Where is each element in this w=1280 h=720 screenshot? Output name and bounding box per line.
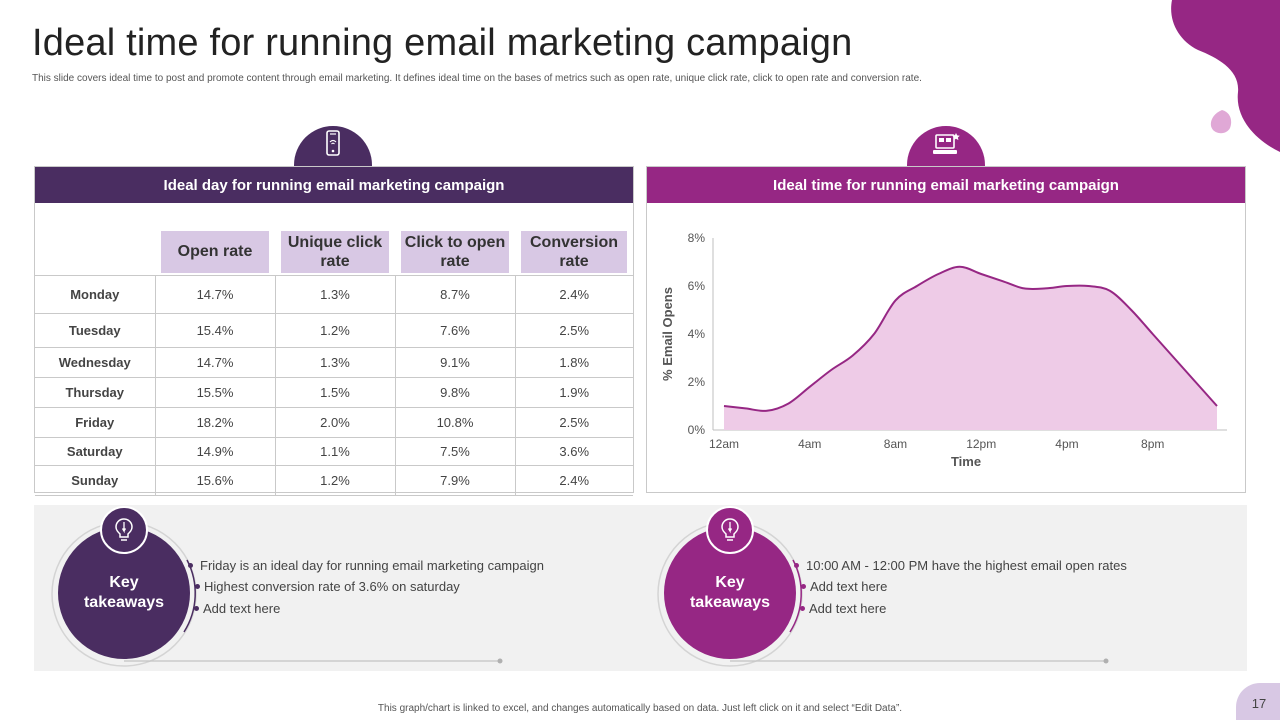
takeaway-title: Key [109,574,139,591]
value-cell: 18.2% [154,406,276,438]
table-row: Saturday 14.9% 1.1% 7.5% 3.6% [35,436,633,466]
computer-icon [933,133,960,154]
value-cell: 2.0% [274,406,396,438]
ideal-day-table: Open rate Unique click rate Click to ope… [35,229,633,496]
email-opens-chart: 0% 2% 4% 6% 8% 12am 4am 8am 12pm 4pm 8pm Time % Emai… [660,231,1227,469]
value-cell: 9.8% [394,376,516,408]
table-row: Friday 18.2% 2.0% 10.8% 2.5% [35,406,633,438]
value-cell: 10.8% [394,406,516,438]
table-row: Tuesday 15.4% 1.2% 7.6% 2.5% [35,312,633,348]
x-tick-label: 12pm [966,437,996,451]
day-cell: Friday [35,406,156,438]
y-tick-label: 4% [688,327,706,341]
ideal-day-header: Ideal day for running email marketing ca… [35,167,633,203]
value-cell: 14.9% [154,436,276,466]
value-cell: 1.8% [514,346,633,378]
value-cell: 2.4% [514,464,633,496]
day-cell: Wednesday [35,346,156,378]
takeaway-title: takeaways [83,594,165,611]
left-header-tab [294,126,372,166]
column-header: Conversion rate [521,230,627,273]
x-tick-label: 8am [884,437,907,451]
bullet-dot [801,584,806,589]
x-axis-title: Time [951,454,981,469]
ideal-day-panel: Ideal day for running email marketing ca… [34,166,634,496]
takeaway-item: 10:00 AM - 12:00 PM have the highest ema… [806,558,1127,573]
table-row: Monday 14.7% 1.3% 8.7% 2.4% [35,274,633,314]
value-cell: 1.3% [274,274,396,314]
right-header-tab [907,126,985,166]
value-cell: 1.2% [274,312,396,348]
takeaway-badge [100,506,148,554]
value-cell: 1.9% [514,376,633,408]
value-cell: 3.6% [514,436,633,466]
bullet-dot [800,606,805,611]
day-cell: Saturday [35,436,156,466]
y-tick-label: 6% [688,279,706,293]
page-subtitle: This slide covers ideal time to post and… [32,73,922,84]
x-tick-label: 4am [798,437,821,451]
value-cell: 9.1% [394,346,516,378]
value-cell: 2.4% [514,274,633,314]
lightbulb-pen-icon [721,518,739,541]
x-tick-label: 12am [709,437,739,451]
value-cell: 7.6% [394,312,516,348]
value-cell: 1.5% [274,376,396,408]
y-tick-label: 0% [688,423,706,437]
bullet-dot [794,563,799,568]
page-title: Ideal time for running email marketing c… [32,22,853,64]
value-cell: 14.7% [154,346,276,378]
value-cell: 7.5% [394,436,516,466]
value-cell: 1.1% [274,436,396,466]
takeaway-item: Highest conversion rate of 3.6% on satur… [204,579,460,594]
lightbulb-pen-icon [115,518,133,541]
table-body: Monday 14.7% 1.3% 8.7% 2.4% Tuesday 15.4% 1.2% 7… [35,274,633,496]
column-header: Click to open rate [401,230,509,273]
day-cell: Tuesday [35,312,156,348]
column-header: Unique click rate [281,230,389,273]
table-row: Sunday 15.6% 1.2% 7.9% 2.4% [35,464,633,496]
value-cell: 15.4% [154,312,276,348]
value-cell: 15.6% [154,464,276,496]
table-row: Thursday 15.5% 1.5% 9.8% 1.9% [35,376,633,408]
series-line [723,265,1218,412]
takeaway-item: Add text here [809,601,887,616]
takeaway-badge [706,506,754,554]
area-fill [724,266,1217,430]
value-cell: 2.5% [514,406,633,438]
value-cell: 14.7% [154,274,276,314]
day-cell: Thursday [35,376,156,408]
column-header: Open rate [161,230,269,273]
takeaway-title: Key [715,574,745,591]
page-number: 17 [1236,683,1280,720]
x-tick-label: 8pm [1141,437,1164,451]
y-tick-label: 2% [688,375,706,389]
value-cell: 8.7% [394,274,516,314]
decorative-blob [1171,0,1280,152]
y-axis-title: % Email Opens [660,287,675,381]
takeaway-item: Add text here [810,579,888,594]
value-cell: 7.9% [394,464,516,496]
takeaways-band [34,505,1247,671]
value-cell: 1.3% [274,346,396,378]
day-cell: Sunday [35,464,156,496]
day-cell: Monday [35,274,156,314]
value-cell: 2.5% [514,312,633,348]
bullet-dot [188,563,193,568]
bullet-dot [194,606,199,611]
value-cell: 15.5% [154,376,276,408]
x-tick-label: 4pm [1055,437,1078,451]
bullet-dot [195,584,200,589]
smartphone-icon [326,130,340,156]
y-tick-label: 8% [688,231,706,245]
ideal-time-panel: Ideal time for running email marketing c… [646,166,1246,493]
takeaway-title: takeaways [689,594,771,611]
ideal-time-header: Ideal time for running email marketing c… [647,167,1245,203]
decorative-droplet [1210,110,1232,134]
table-row: Wednesday 14.7% 1.3% 9.1% 1.8% [35,346,633,378]
takeaway-item: Friday is an ideal day for running email… [200,558,544,573]
chart-footnote: This graph/chart is linked to excel, and… [377,703,903,714]
value-cell: 1.2% [274,464,396,496]
takeaway-item: Add text here [203,601,281,616]
